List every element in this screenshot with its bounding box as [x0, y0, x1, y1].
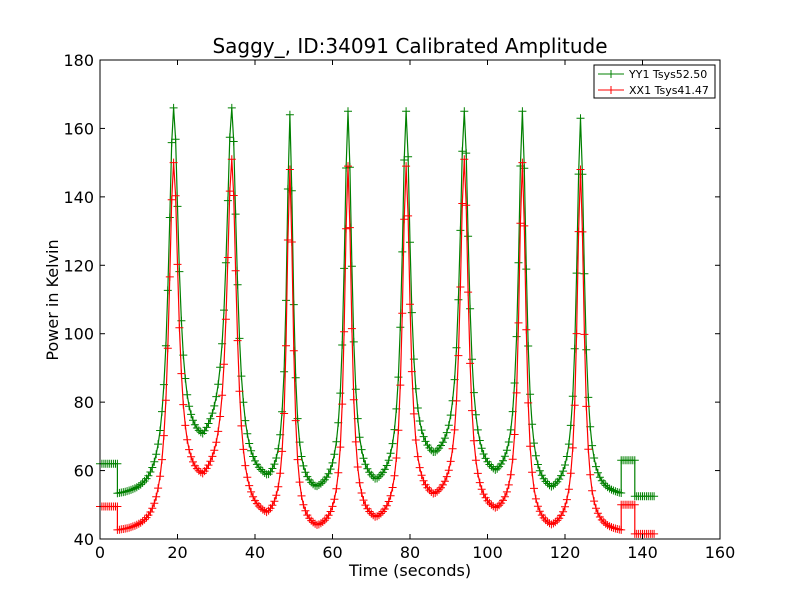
y-tick-label: 180: [63, 51, 94, 70]
x-tick-label: 20: [167, 543, 187, 562]
x-tick-label: 160: [705, 543, 736, 562]
y-tick-label: 80: [74, 393, 94, 412]
series-xx1: [96, 155, 659, 538]
series-layer: [96, 103, 659, 538]
tick-layer: 0 20 40 60 80 100 120 140 160 40 60 80 100 120 140 160 1…: [63, 51, 735, 562]
x-tick-label: 40: [245, 543, 265, 562]
x-axis-label: Time (seconds): [348, 561, 471, 580]
x-tick-label: 0: [95, 543, 105, 562]
y-tick-label: 160: [63, 119, 94, 138]
legend-marker-yy1: [607, 70, 615, 78]
x-tick-label: 120: [550, 543, 581, 562]
x-tick-label: 60: [322, 543, 342, 562]
y-tick-label: 40: [74, 530, 94, 549]
y-tick-label: 60: [74, 462, 94, 481]
y-tick-label: 140: [63, 188, 94, 207]
legend: YY1 Tsys52.50 XX1 Tsys41.47: [593, 64, 716, 99]
legend-label-yy1: YY1 Tsys52.50: [628, 68, 707, 81]
x-tick-label: 100: [472, 543, 503, 562]
legend-marker-xx1: [607, 86, 615, 94]
legend-box: [593, 64, 716, 99]
y-axis-label: Power in Kelvin: [43, 239, 62, 360]
y-tick-label: 120: [63, 256, 94, 275]
x-tick-label: 140: [627, 543, 658, 562]
x-tick-label: 80: [400, 543, 420, 562]
legend-label-xx1: XX1 Tsys41.47: [629, 84, 709, 97]
y-tick-label: 100: [63, 325, 94, 344]
chart-title: Saggy_, ID:34091 Calibrated Amplitude: [212, 34, 607, 58]
